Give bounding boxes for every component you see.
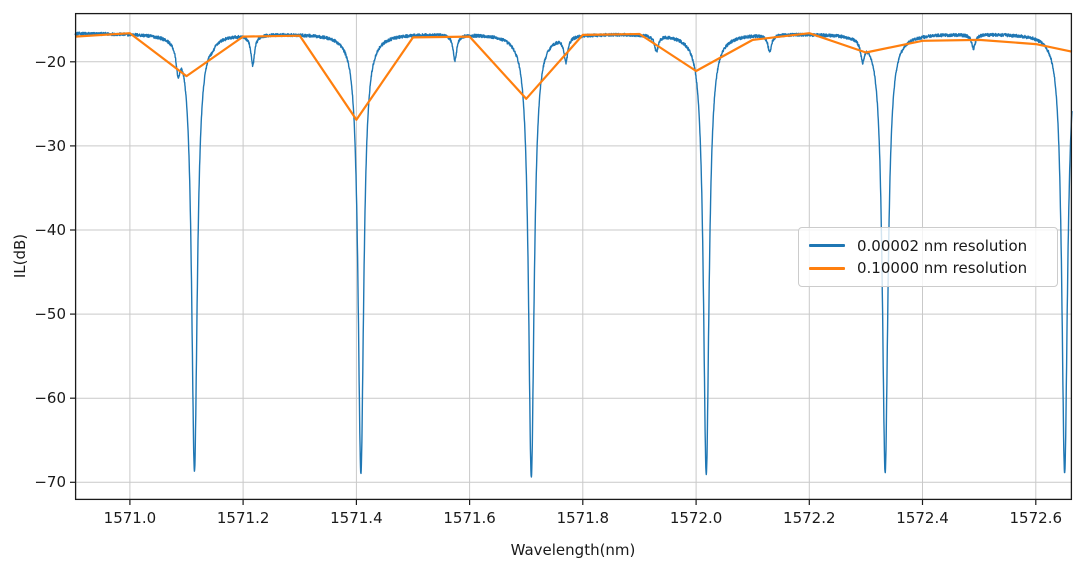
legend: 0.00002 nm resolution 0.10000 nm resolut… — [798, 227, 1058, 287]
y-tick-label: −50 — [34, 305, 66, 324]
legend-label-high-resolution: 0.00002 nm resolution — [857, 236, 1028, 255]
legend-item-low-resolution: 0.10000 nm resolution — [809, 259, 1047, 277]
x-tick-label: 1571.4 — [330, 509, 383, 527]
series-low-resolution-line — [74, 32, 1073, 121]
legend-item-high-resolution: 0.00002 nm resolution — [809, 237, 1047, 255]
y-tick-label: −20 — [34, 52, 66, 71]
y-tick-label: −70 — [34, 473, 66, 492]
legend-line-sample-blue — [809, 244, 845, 248]
x-tick-label: 1571.0 — [103, 509, 157, 527]
plot-area: 0.00002 nm resolution 0.10000 nm resolut… — [70, 12, 1073, 505]
y-tick-label: −30 — [34, 136, 66, 155]
x-tick-label: 1572.2 — [783, 509, 836, 527]
x-tick-label: 1571.2 — [216, 509, 270, 527]
x-tick-label: 1572.6 — [1009, 509, 1063, 527]
y-axis-title: IL(dB) — [11, 233, 29, 279]
y-tick-label: −40 — [34, 221, 66, 239]
x-tick-label: 1571.6 — [443, 509, 496, 527]
legend-label-low-resolution: 0.10000 nm resolution — [857, 259, 1028, 278]
x-axis-title: Wavelength(nm) — [510, 541, 636, 559]
x-tick-label: 1572.4 — [896, 509, 949, 527]
x-tick-label: 1572.0 — [669, 509, 723, 527]
plot-frame — [74, 12, 1073, 501]
legend-line-sample-orange — [809, 266, 845, 270]
y-tick-label: −60 — [34, 389, 66, 408]
x-tick-label: 1571.8 — [556, 509, 610, 527]
